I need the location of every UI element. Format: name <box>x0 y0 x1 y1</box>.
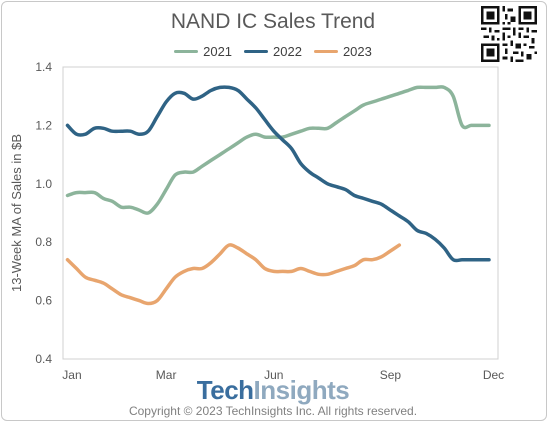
y-tick-label: 1.2 <box>35 118 52 132</box>
qr-code-icon <box>481 6 537 62</box>
legend-swatch-2022 <box>244 50 269 53</box>
plot-area <box>62 66 499 360</box>
legend-swatch-2023 <box>313 50 338 53</box>
legend-label-2023: 2023 <box>342 44 372 59</box>
x-tick-label: Mar <box>156 368 177 382</box>
legend-swatch-2021 <box>174 50 199 53</box>
y-tick-label: 0.6 <box>35 294 52 308</box>
y-tick-label: 1.0 <box>35 177 52 191</box>
y-tick-label: 0.4 <box>35 352 52 366</box>
series-group <box>65 85 491 306</box>
logo-text-insights: Insights <box>253 375 350 405</box>
series-line-2023 <box>65 243 402 306</box>
x-tick-label: Jun <box>264 368 283 382</box>
legend-label-2021: 2021 <box>203 44 233 59</box>
x-tick-label: Dec <box>483 368 504 382</box>
x-tick-label: Jan <box>62 368 81 382</box>
y-axis-label: 13-Week MA of Sales in $B <box>9 134 24 292</box>
legend-item-2022: 2022 <box>244 44 302 59</box>
techinsights-logo: TechInsights <box>0 375 546 406</box>
x-tick-labels: Jan Mar Jun Sep Dec <box>62 368 504 382</box>
chart-title: NAND IC Sales Trend <box>170 10 376 33</box>
legend: 2021 2022 2023 <box>0 44 546 59</box>
y-tick-label: 0.8 <box>35 235 52 249</box>
logo-text-tech: Tech <box>196 375 254 405</box>
x-tick-label: Sep <box>380 368 402 382</box>
series-line-2021 <box>65 85 491 215</box>
legend-item-2023: 2023 <box>313 44 372 59</box>
series-line-2022 <box>65 85 491 263</box>
y-tick-labels: 1.4 1.2 1.0 0.8 0.6 0.4 <box>35 60 52 366</box>
copyright-text: Copyright © 2023 TechInsights Inc. All r… <box>128 404 418 418</box>
legend-item-2021: 2021 <box>174 44 232 59</box>
legend-label-2022: 2022 <box>273 44 302 59</box>
y-tick-label: 1.4 <box>35 60 52 74</box>
